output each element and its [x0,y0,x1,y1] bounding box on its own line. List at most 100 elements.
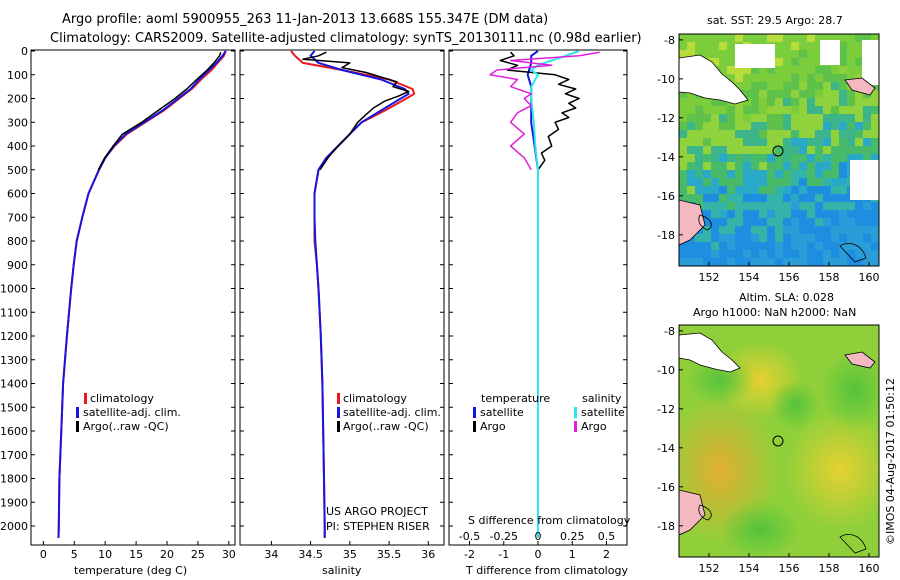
salinity-tick-label: 35 [343,548,357,561]
sst-cell [759,170,767,178]
sst-cell [839,50,847,58]
sst-cell [743,82,751,90]
axis-ticks [31,50,627,545]
map-lat-label: -16 [657,481,675,494]
sst-cell [775,114,783,122]
sst-cell [695,106,703,114]
sst-cell [711,122,719,130]
depth-tick-label: 1600 [0,425,28,438]
sst-cell [735,146,743,154]
sst-cell [735,114,743,122]
sst-cell [751,202,759,210]
sst-cell [775,178,783,186]
sst-cell [727,154,735,162]
sst-cell [735,242,743,250]
sst-cell [727,202,735,210]
sst-cell [831,226,839,234]
sst-cell [727,242,735,250]
sst-cell [703,98,711,106]
sst-cell [751,162,759,170]
salinity-x-tick-labels: 34 34.5 35 35.5 36 [264,548,435,561]
sst-cell [791,194,799,202]
sst-cell [687,258,695,266]
sst-cell [847,234,855,242]
sst-cell [687,50,695,58]
sst-cell [831,210,839,218]
sst-cell [863,226,871,234]
sst-cell [791,130,799,138]
sst-cell [807,34,815,42]
legend-temp-argo-label: Argo [480,420,506,433]
sst-cell [743,98,751,106]
sst-cell [847,74,855,82]
sst-cell [831,250,839,258]
sst-cell [711,106,719,114]
depth-tick-label: 600 [7,188,28,201]
land-solomon [844,351,876,369]
sst-cell [839,82,847,90]
sst-cell [839,186,847,194]
sst-cell [815,58,823,66]
sst-cell [863,234,871,242]
sst-cell [775,82,783,90]
sst-cell [831,202,839,210]
sst-cell [695,186,703,194]
sst-cell [783,122,791,130]
sst-cell [759,74,767,82]
sst-cell [687,162,695,170]
sst-cell [751,210,759,218]
legend-sat-label: satellite-adj. clim. [343,406,441,419]
sst-cell [823,154,831,162]
t-difference-tick-label: 0 [535,548,542,561]
sst-cell [823,66,831,74]
sst-cell [871,258,879,266]
sst-cell [823,34,831,42]
map-lat-label: -10 [657,364,675,377]
depth-tick-label: 1500 [0,401,28,414]
sst-cell [703,114,711,122]
sst-cell [735,138,743,146]
sst-cell [727,74,735,82]
sst-cell [863,250,871,258]
sst-cell [791,90,799,98]
sst-cell [807,146,815,154]
sst-cell [815,90,823,98]
sst-cell [791,258,799,266]
sst-cell [711,194,719,202]
sla-low-anomaly [820,350,879,430]
sst-cell [679,242,687,250]
sst-cell [751,122,759,130]
legend-temperature-heading: temperature [481,392,550,405]
difference-legend: temperature salinity satellite Argo sate… [473,392,625,433]
sst-cell [695,114,703,122]
sst-cell [847,250,855,258]
sst-cell [695,242,703,250]
sst-cell [727,138,735,146]
map-lon-label: 154 [739,562,760,575]
sst-cell [855,210,863,218]
map-lat-label: -18 [657,520,675,533]
sst-cell [727,50,735,58]
sst-cell [751,106,759,114]
sst-cell [847,122,855,130]
sst-cell [743,114,751,122]
depth-axis-labels: 0 100 200 300 400 500 600 700 800 900 1000 1100 1200… [0,45,28,533]
sst-cell [743,194,751,202]
sst-cell [719,226,727,234]
sst-cell [775,138,783,146]
header-line-1: Argo profile: aoml 5900955_263 11-Jan-20… [62,12,548,27]
sst-cell [839,74,847,82]
sst-cell [743,106,751,114]
sst-cell [719,34,727,42]
sst-cell [703,218,711,226]
depth-tick-label: 1700 [0,449,28,462]
sst-cell [759,138,767,146]
sst-cell [855,50,863,58]
sst-cell [679,250,687,258]
sst-cell [687,42,695,50]
sst-cell [703,242,711,250]
sst-cell [727,106,735,114]
sst-cell [711,250,719,258]
sst-cell [863,218,871,226]
sst-cell [863,154,871,162]
